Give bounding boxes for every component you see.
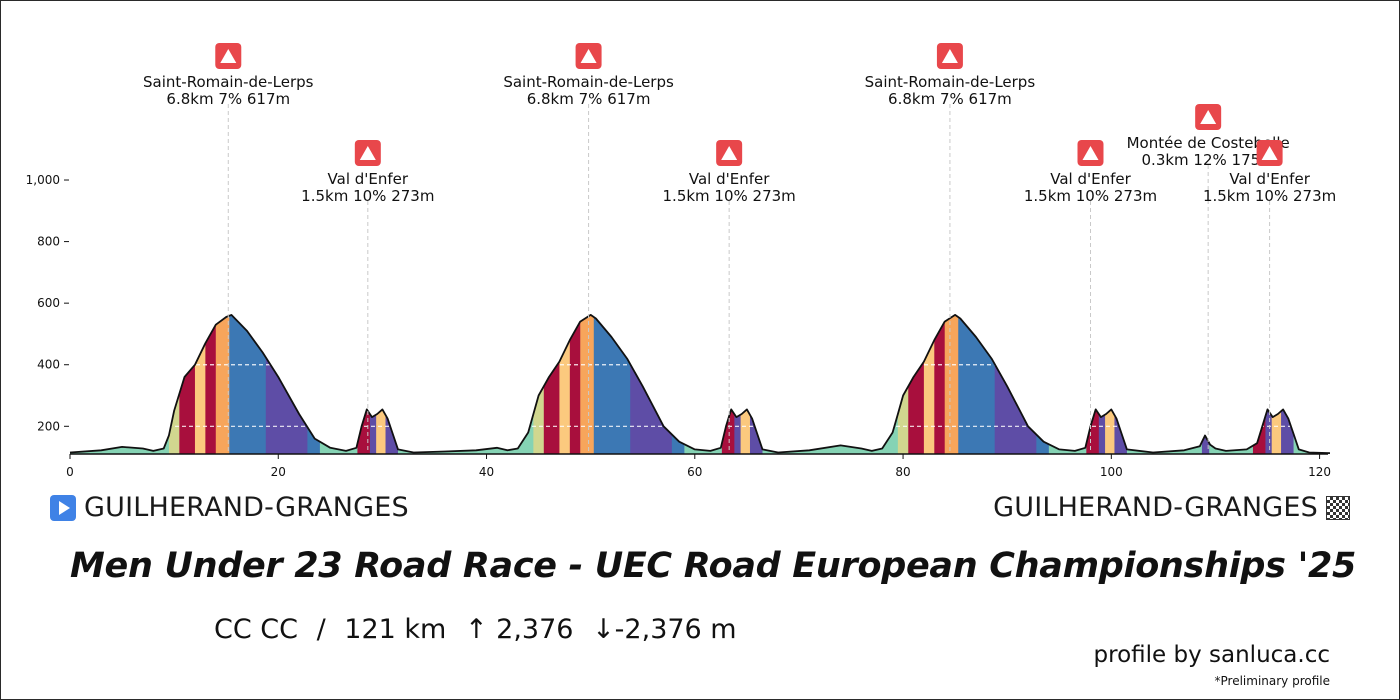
- finish-location: GUILHERAND-GRANGES: [993, 492, 1350, 523]
- start-location-label: GUILHERAND-GRANGES: [84, 492, 409, 523]
- mountain-icon-peak: [220, 49, 237, 63]
- gradient-band: [1281, 314, 1295, 454]
- mountain-icon-peak: [359, 146, 376, 160]
- gradient-band: [168, 314, 180, 454]
- climb-stats: 1.5km 10% 273m: [1203, 187, 1336, 205]
- climb-name: Val d'Enfer: [328, 170, 409, 188]
- race-descent: ↓-2,376 m: [592, 614, 737, 645]
- mountain-icon-peak: [941, 49, 958, 63]
- mountain-icon-peak: [580, 49, 597, 63]
- gradient-band: [319, 314, 359, 454]
- gradient-band: [994, 314, 1037, 454]
- mountain-icon-peak: [1261, 146, 1278, 160]
- gradient-band: [194, 314, 206, 454]
- gradient-band: [543, 314, 561, 454]
- climb-stats: 6.8km 7% 617m: [888, 90, 1012, 108]
- x-tick-label: 0: [66, 465, 74, 479]
- x-tick-label: 80: [895, 465, 910, 479]
- gradient-band: [70, 314, 170, 454]
- climb-stats: 1.5km 10% 273m: [301, 187, 434, 205]
- gradient-band: [1036, 314, 1050, 454]
- gradient-band: [569, 314, 581, 454]
- x-tick-label: 40: [479, 465, 494, 479]
- gradient-band: [307, 314, 321, 454]
- gradient-band: [630, 314, 673, 454]
- race-stats: CC CC / 121 km ↑ 2,376 ↓-2,376 m: [214, 614, 747, 645]
- play-icon: [50, 494, 76, 521]
- gradient-band: [593, 314, 631, 454]
- x-tick-label: 60: [687, 465, 702, 479]
- gradient-band: [671, 314, 685, 454]
- gradient-band: [215, 314, 230, 454]
- profile-outline: [69, 314, 1331, 454]
- gradient-band: [897, 314, 909, 454]
- y-tick-label: 1,000: [26, 173, 60, 187]
- gradient-band: [265, 314, 309, 454]
- y-tick-label: 800: [37, 235, 60, 249]
- gradient-band: [923, 314, 935, 454]
- mountain-icon-peak: [1082, 146, 1099, 160]
- climb-stats: 0.3km 12% 175m: [1142, 151, 1275, 169]
- start-location: GUILHERAND-GRANGES: [50, 492, 409, 523]
- profile-credit: profile by sanluca.cc: [1093, 642, 1330, 668]
- preliminary-note: *Preliminary profile: [1214, 674, 1330, 688]
- x-tick-label: 120: [1308, 465, 1331, 479]
- gradient-band: [580, 314, 595, 454]
- elevation-profile-chart: 0 20 40 60 80 100 120 200 400 600 800 1,000 Saint-Ro…: [26, 43, 1336, 479]
- gradient-band: [749, 314, 764, 454]
- climb-stats: 1.5km 10% 273m: [1024, 187, 1157, 205]
- gradient-band: [1293, 314, 1330, 454]
- gradient-band: [559, 314, 571, 454]
- finish-location-label: GUILHERAND-GRANGES: [993, 492, 1318, 523]
- gradient-band: [944, 314, 959, 454]
- y-tick-label: 400: [37, 358, 60, 372]
- checkered-flag-icon: [1326, 495, 1350, 520]
- gradient-band: [205, 314, 217, 454]
- race-ascent: ↑ 2,376: [464, 614, 574, 645]
- gradient-band: [1114, 314, 1128, 454]
- gradient-band: [934, 314, 946, 454]
- race-category: CC CC: [214, 614, 298, 645]
- gradient-band: [1105, 314, 1116, 454]
- climb-name: Val d'Enfer: [689, 170, 770, 188]
- gradient-band: [179, 314, 196, 454]
- climb-name: Val d'Enfer: [1050, 170, 1131, 188]
- climb-name: Val d'Enfer: [1229, 170, 1310, 188]
- climb-name: Montée de Costebelle: [1127, 134, 1290, 152]
- gradient-band: [908, 314, 925, 454]
- stats-separator: /: [316, 614, 326, 645]
- climb-stats: 6.8km 7% 617m: [527, 90, 651, 108]
- gradient-band: [385, 314, 399, 454]
- gradient-band: [229, 314, 267, 454]
- gradient-band: [533, 314, 545, 454]
- gradient-band: [958, 314, 996, 454]
- mountain-icon-peak: [721, 146, 738, 160]
- gradient-band: [398, 314, 534, 454]
- climb-stats: 6.8km 7% 617m: [166, 90, 290, 108]
- mountain-icon-peak: [1200, 110, 1217, 124]
- climb-name: Saint-Romain-de-Lerps: [865, 73, 1036, 91]
- y-tick-label: 600: [37, 296, 60, 310]
- x-tick-label: 20: [271, 465, 286, 479]
- climb-name: Saint-Romain-de-Lerps: [143, 73, 314, 91]
- gradient-band: [762, 314, 899, 454]
- race-distance: 121 km: [344, 614, 447, 645]
- y-tick-label: 200: [37, 419, 60, 433]
- climb-stats: 1.5km 10% 273m: [663, 187, 796, 205]
- climb-name: Saint-Romain-de-Lerps: [503, 73, 674, 91]
- race-title: Men Under 23 Road Race - UEC Road Europe…: [70, 546, 1357, 586]
- x-tick-label: 100: [1100, 465, 1123, 479]
